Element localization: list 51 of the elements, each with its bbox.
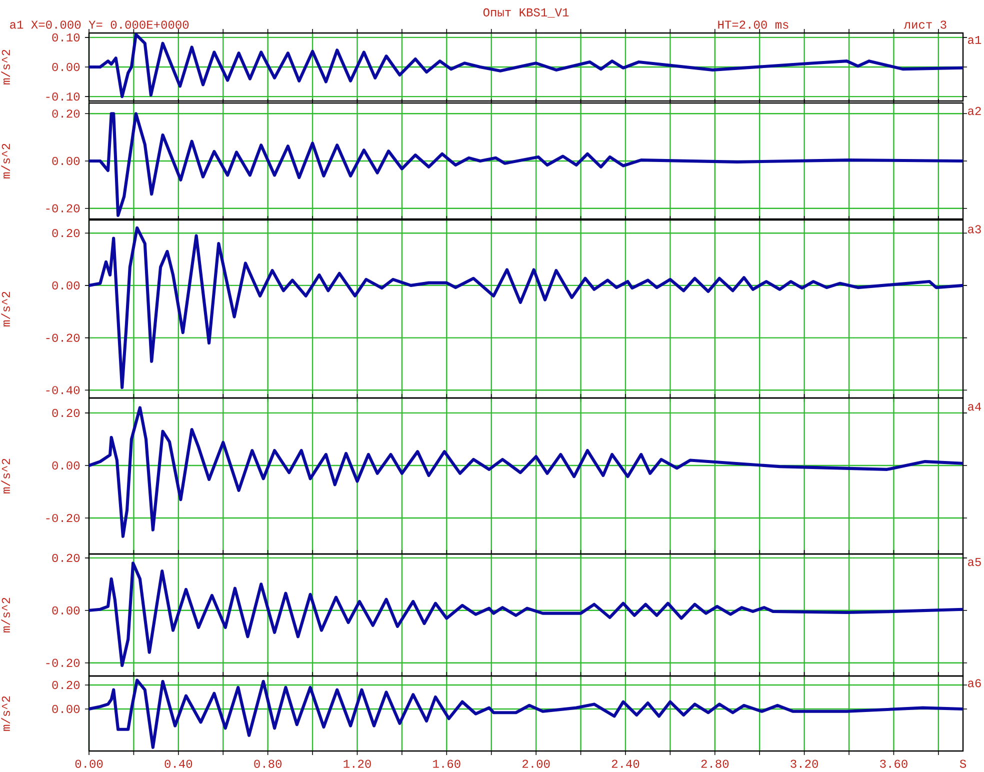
x-tick-label: 3.20 [790, 760, 818, 768]
x-tick-label: 2.00 [522, 760, 550, 768]
y-tick-label: 0.20 [52, 408, 80, 418]
text: HT=2.00 ms [718, 20, 788, 29]
y-tick-label: 0.10 [52, 33, 80, 42]
text: a3 [968, 225, 981, 234]
y-tick-label: -0.40 [46, 386, 80, 394]
y-tick-label: -0.10 [46, 92, 80, 101]
y-tick-label: 0.00 [52, 704, 80, 714]
y-tick-label: 0.20 [52, 110, 80, 118]
y-tick-label: 0.20 [52, 680, 80, 690]
y-tick-label: 0.00 [52, 606, 80, 614]
x-tick-label: 0.00 [75, 760, 103, 768]
line-series [89, 32, 964, 98]
y-axis-title: m/s^2 [1, 50, 10, 84]
y-tick-label: -0.20 [46, 334, 80, 342]
series-label: a6 [968, 679, 981, 688]
y-tick-label: 0.20 [52, 554, 80, 562]
y-axis-title: m/s^2 [1, 598, 10, 632]
text: a1 [968, 36, 982, 44]
x-tick-label: 1.60 [433, 760, 460, 768]
line-series [89, 678, 964, 749]
y-tick-label: 0.00 [52, 461, 80, 470]
y-tick-label: -0.20 [46, 514, 80, 522]
x-tick-label: 1.20 [344, 760, 371, 768]
y-tick-label: 0.20 [52, 229, 80, 238]
y-axis-title: m/s^2 [1, 458, 10, 494]
text: лист 3 [904, 20, 946, 29]
y-tick-label: 0.00 [52, 156, 80, 166]
x-tick-label: 2.40 [612, 760, 640, 768]
text: a5 [968, 558, 981, 566]
line-series [89, 226, 964, 390]
text: a4 [968, 402, 982, 411]
line-series [89, 112, 964, 217]
x-tick-label: 2.80 [701, 760, 729, 768]
text: a2 [968, 106, 981, 116]
y-axis-title: m/s^2 [1, 144, 10, 178]
x-tick-label: 0.80 [254, 760, 282, 768]
line-series [89, 562, 964, 668]
y-tick-label: -0.20 [46, 204, 80, 212]
y-tick-label: -0.20 [46, 658, 80, 667]
x-tick-label: 3.60 [880, 760, 908, 768]
y-axis-title: m/s^2 [1, 292, 10, 326]
chart-title: Опыт KBS1_V1 [483, 8, 569, 18]
x-tick-label: 0.40 [164, 760, 192, 768]
line-series [89, 406, 964, 538]
x-axis-title: S [960, 760, 966, 768]
y-tick-label: 0.00 [52, 62, 80, 72]
y-axis-title: m/s^2 [1, 696, 10, 731]
y-tick-label: 0.00 [52, 281, 80, 290]
text: a1 X=0.000 Y= 0.000E+0000 [10, 20, 189, 29]
